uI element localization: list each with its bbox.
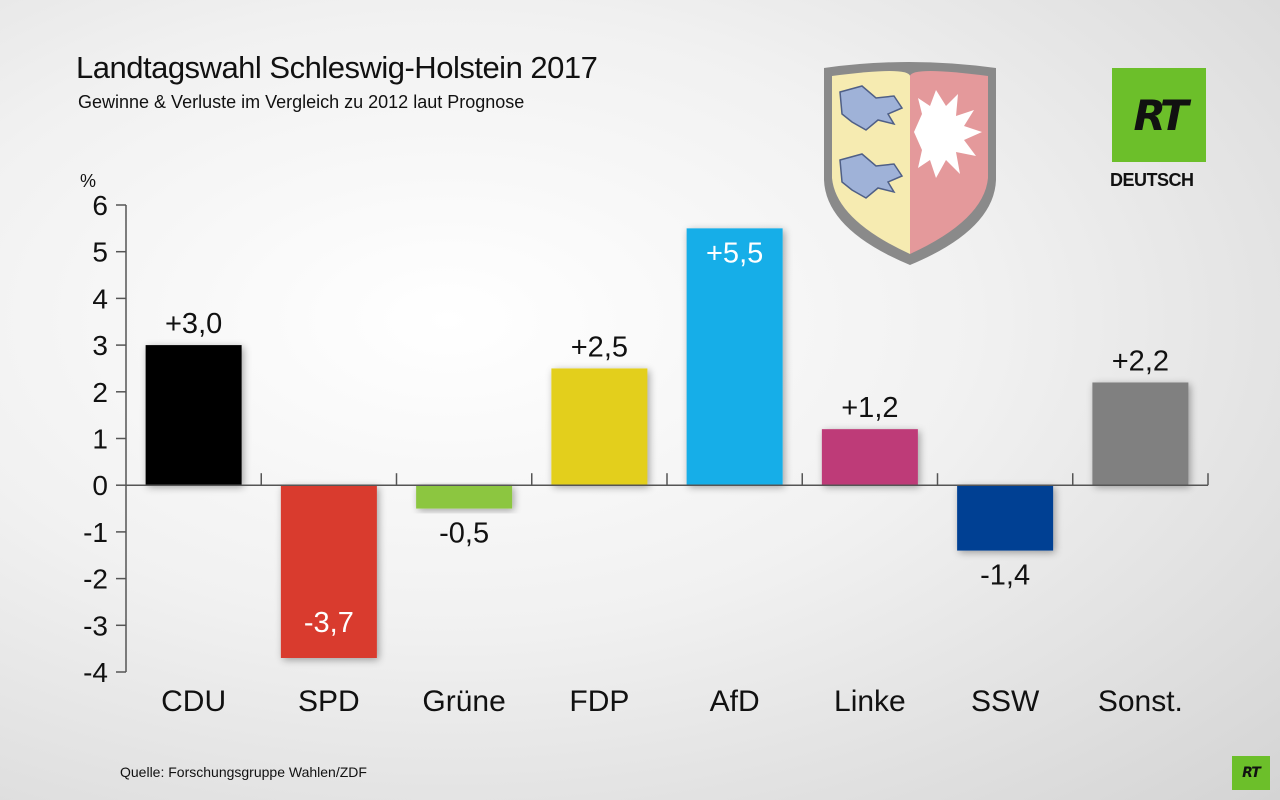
x-category-label: Linke bbox=[834, 685, 906, 718]
y-tick-label: -3 bbox=[83, 610, 108, 641]
bar-gr-ne bbox=[416, 485, 513, 509]
bar-value-label: +5,5 bbox=[706, 237, 763, 269]
x-axis: CDU SPD Grüne FDP AfD Linke SSW Sonst. bbox=[161, 473, 1209, 718]
x-category-label: CDU bbox=[161, 685, 226, 718]
x-category-label: SSW bbox=[971, 685, 1040, 718]
y-tick-label: 1 bbox=[92, 424, 108, 455]
rt-logo: RT bbox=[1112, 68, 1206, 162]
chart-title: Landtagswahl Schleswig-Holstein 2017 bbox=[76, 50, 598, 85]
y-tick-label: -4 bbox=[83, 657, 108, 688]
y-tick-label: 2 bbox=[92, 377, 108, 408]
y-tick-label: 6 bbox=[92, 190, 108, 221]
bar-spd bbox=[280, 485, 377, 658]
y-tick-label: 0 bbox=[92, 470, 108, 501]
bar-linke bbox=[821, 429, 918, 486]
bar-afd bbox=[686, 228, 783, 486]
x-category-label: Grüne bbox=[422, 685, 505, 718]
source-note: Quelle: Forschungsgruppe Wahlen/ZDF bbox=[120, 764, 367, 780]
x-category-label: FDP bbox=[569, 685, 629, 718]
bar-value-label: +3,0 bbox=[165, 308, 222, 340]
y-tick-label: 5 bbox=[92, 237, 108, 268]
bar-value-label: +1,2 bbox=[841, 392, 898, 424]
x-category-label: SPD bbox=[298, 685, 360, 718]
y-tick-label: 4 bbox=[92, 283, 108, 314]
bar-value-label: -0,5 bbox=[439, 518, 489, 550]
rt-logo-subtitle: DEUTSCH bbox=[1110, 170, 1194, 190]
x-category-label: Sonst. bbox=[1098, 685, 1183, 718]
y-tick-label: -1 bbox=[83, 517, 108, 548]
bar-fdp bbox=[551, 368, 648, 486]
bar-sonst bbox=[1092, 382, 1189, 486]
bars: +3,0 -3,7 -0,5 +2,5 +5,5 +1,2 -1,4 +2,2 bbox=[145, 228, 1189, 658]
bar-value-label: +2,5 bbox=[571, 331, 628, 363]
bar-ssw bbox=[957, 485, 1054, 551]
coat-of-arms-icon bbox=[824, 62, 996, 265]
y-tick-label: -2 bbox=[83, 564, 108, 595]
y-tick-label: 3 bbox=[92, 330, 108, 361]
y-axis: 6 5 4 3 2 1 0 -1 -2 -3 -4 bbox=[83, 190, 127, 688]
y-axis-unit-label: % bbox=[80, 171, 96, 191]
rt-mini-logo: RT bbox=[1232, 756, 1270, 790]
bar-value-label: -3,7 bbox=[304, 607, 354, 639]
chart-subtitle: Gewinne & Verluste im Vergleich zu 2012 … bbox=[78, 92, 525, 112]
bar-value-label: +2,2 bbox=[1112, 345, 1169, 377]
x-category-label: AfD bbox=[710, 685, 760, 718]
bar-cdu bbox=[145, 345, 242, 486]
bar-value-label: -1,4 bbox=[980, 560, 1030, 592]
